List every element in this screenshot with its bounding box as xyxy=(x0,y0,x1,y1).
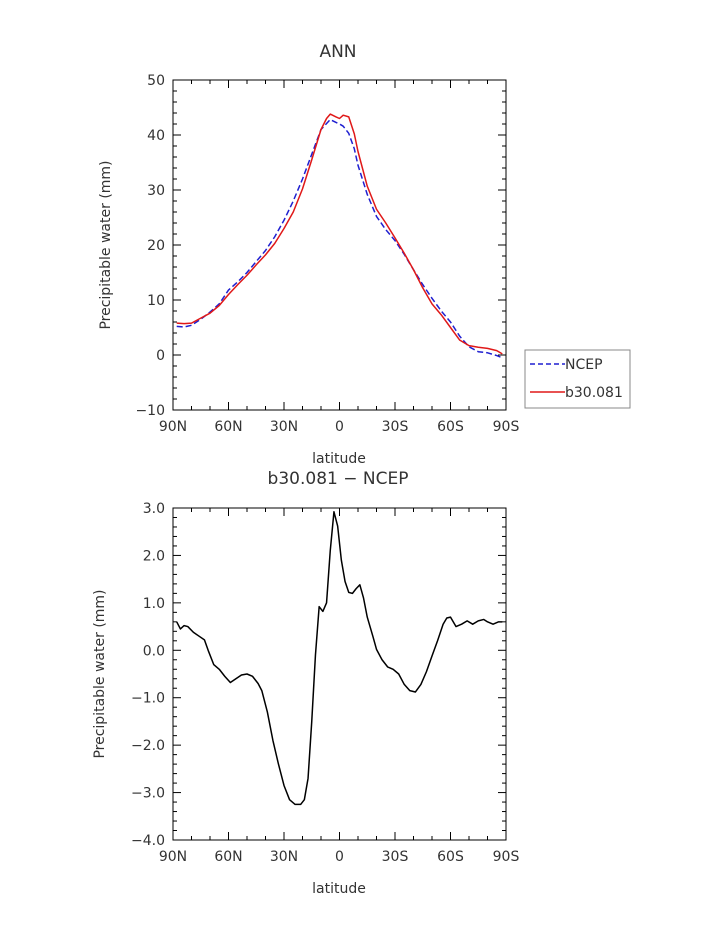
top-y-tick-label: 20 xyxy=(147,238,165,254)
top-y-tick-label: 50 xyxy=(147,73,165,89)
top-x-tick-label: 60S xyxy=(437,419,464,435)
bottom-x-tick-label: 0 xyxy=(335,849,344,865)
bottom-y-tick-label: 3.0 xyxy=(143,501,165,517)
top-y-tick-label: 30 xyxy=(147,183,165,199)
top-x-tick-label: 30N xyxy=(270,419,298,435)
bottom-tick-labels: 90N 60N 30N 0 30S 60S 90S −4.0 −3.0 −2.0 −1.0 0.0 1.… xyxy=(131,501,519,865)
top-ticks xyxy=(172,79,507,411)
bottom-panel: b30.081 − NCEP 90N 60N 30N 0 30S 60S 90S −4.0 −3… xyxy=(92,469,519,897)
legend-box xyxy=(524,349,631,409)
bottom-ticks xyxy=(172,507,507,841)
top-plot-frame xyxy=(172,79,507,411)
bottom-x-tick-label: 60N xyxy=(214,849,242,865)
bottom-y-tick-label: 0.0 xyxy=(143,643,165,659)
top-x-axis-label: latitude xyxy=(312,451,366,467)
bottom-y-tick-label: 2.0 xyxy=(143,548,165,564)
bottom-x-axis-label: latitude xyxy=(312,881,366,897)
top-chart-title: ANN xyxy=(319,42,356,62)
top-y-tick-label: 10 xyxy=(147,293,165,309)
bottom-series-line-0 xyxy=(176,511,503,806)
bottom-y-tick-label: −4.0 xyxy=(131,833,165,849)
bottom-chart-title: b30.081 − NCEP xyxy=(268,469,409,489)
legend-label-b30: b30.081 xyxy=(565,385,623,401)
legend: NCEP b30.081 xyxy=(524,349,631,409)
top-series-line-1 xyxy=(176,113,503,355)
top-x-tick-label: 30S xyxy=(382,419,409,435)
bottom-y-tick-label: −1.0 xyxy=(131,691,165,707)
top-panel: ANN 90N 60N 30N 0 30S 60S 90S −10 0 10 20 30 40 50 la… xyxy=(98,42,631,467)
top-tick-labels: 90N 60N 30N 0 30S 60S 90S −10 0 10 20 30 40 50 xyxy=(135,73,519,435)
bottom-x-tick-label: 60S xyxy=(437,849,464,865)
top-y-tick-label: −10 xyxy=(135,403,165,419)
top-x-tick-label: 90S xyxy=(493,419,520,435)
bottom-y-tick-label: −2.0 xyxy=(131,738,165,754)
bottom-x-tick-label: 90N xyxy=(159,849,187,865)
top-y-tick-label: 0 xyxy=(156,348,165,364)
legend-label-ncep: NCEP xyxy=(565,357,603,373)
bottom-series xyxy=(176,511,503,806)
bottom-x-tick-label: 90S xyxy=(493,849,520,865)
top-series xyxy=(176,113,503,359)
bottom-y-axis-label: Precipitable water (mm) xyxy=(92,589,108,758)
top-series-line-0 xyxy=(176,118,503,359)
bottom-x-tick-label: 30S xyxy=(382,849,409,865)
top-x-tick-label: 0 xyxy=(335,419,344,435)
bottom-x-tick-label: 30N xyxy=(270,849,298,865)
top-x-tick-label: 90N xyxy=(159,419,187,435)
bottom-y-tick-label: 1.0 xyxy=(143,596,165,612)
top-y-axis-label: Precipitable water (mm) xyxy=(98,160,114,329)
bottom-y-tick-label: −3.0 xyxy=(131,786,165,802)
top-y-tick-label: 40 xyxy=(147,128,165,144)
top-x-tick-label: 60N xyxy=(214,419,242,435)
